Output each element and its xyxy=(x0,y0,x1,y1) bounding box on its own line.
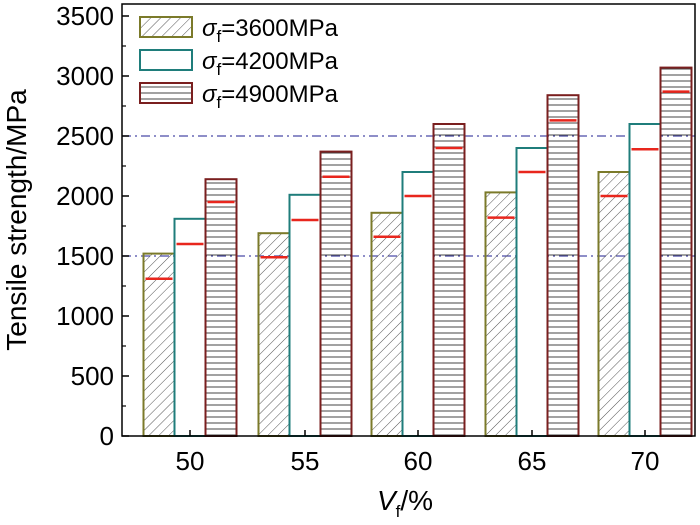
x-axis-title: Vf/% xyxy=(377,485,433,520)
plot-frame xyxy=(121,3,696,437)
bar-55-series-3 xyxy=(319,150,353,437)
bar-70-series-1 xyxy=(597,171,631,437)
y-tick-label-2500: 2500 xyxy=(56,121,114,151)
legend-label-2: σf=4200MPa xyxy=(202,48,339,79)
bar-65-series-3 xyxy=(546,94,580,437)
y-tick-label-500: 500 xyxy=(71,361,114,391)
legend-subscript: f xyxy=(216,60,221,79)
legend-label-3: σf=4900MPa xyxy=(202,81,339,112)
y-tick-label-2000: 2000 xyxy=(56,181,114,211)
x-tick-label-70: 70 xyxy=(631,446,660,476)
legend-symbol: σ xyxy=(202,81,218,108)
y-tick-label-3500: 3500 xyxy=(56,1,114,31)
legend-subscript: f xyxy=(216,27,221,46)
y-axis-title: Tensile strength/MPa xyxy=(1,89,32,351)
y-tick-label-0: 0 xyxy=(100,421,114,451)
bar-50-series-3 xyxy=(204,178,238,437)
x-tick-label-50: 50 xyxy=(176,446,205,476)
bar-60-series-3 xyxy=(432,123,466,437)
y-tick-label-1500: 1500 xyxy=(56,241,114,271)
x-axis-symbol: V xyxy=(377,485,398,516)
bar-50-series-2 xyxy=(173,217,207,437)
legend-label-1: σf=3600MPa xyxy=(202,15,339,46)
bar-55-series-2 xyxy=(288,193,322,437)
bar-70-series-3 xyxy=(659,66,693,437)
bar-60-series-2 xyxy=(401,171,435,437)
y-tick-label-3000: 3000 xyxy=(56,61,114,91)
legend-symbol: σ xyxy=(202,48,218,75)
legend-symbol: σ xyxy=(202,15,218,42)
bar-55-series-1 xyxy=(257,232,291,437)
legend-swatch-1 xyxy=(139,16,193,38)
y-tick-label-1000: 1000 xyxy=(56,301,114,331)
bar-65-series-1 xyxy=(484,191,518,437)
legend-value: =3600MPa xyxy=(221,15,338,42)
x-tick-label-65: 65 xyxy=(518,446,547,476)
bar-70-series-2 xyxy=(628,123,662,437)
x-axis-subscript: f xyxy=(396,502,401,520)
legend-swatch-3 xyxy=(139,82,193,104)
legend-swatch-2 xyxy=(139,49,193,71)
legend-subscript: f xyxy=(216,93,221,112)
bar-65-series-2 xyxy=(515,147,549,437)
bar-50-series-1 xyxy=(142,252,176,437)
legend-value: =4900MPa xyxy=(221,81,338,108)
x-tick-label-60: 60 xyxy=(404,446,433,476)
x-tick-label-55: 55 xyxy=(291,446,320,476)
legend-value: =4200MPa xyxy=(221,48,338,75)
x-axis-unit: /% xyxy=(400,485,433,516)
bars-group xyxy=(142,66,693,437)
bar-60-series-1 xyxy=(370,211,404,437)
